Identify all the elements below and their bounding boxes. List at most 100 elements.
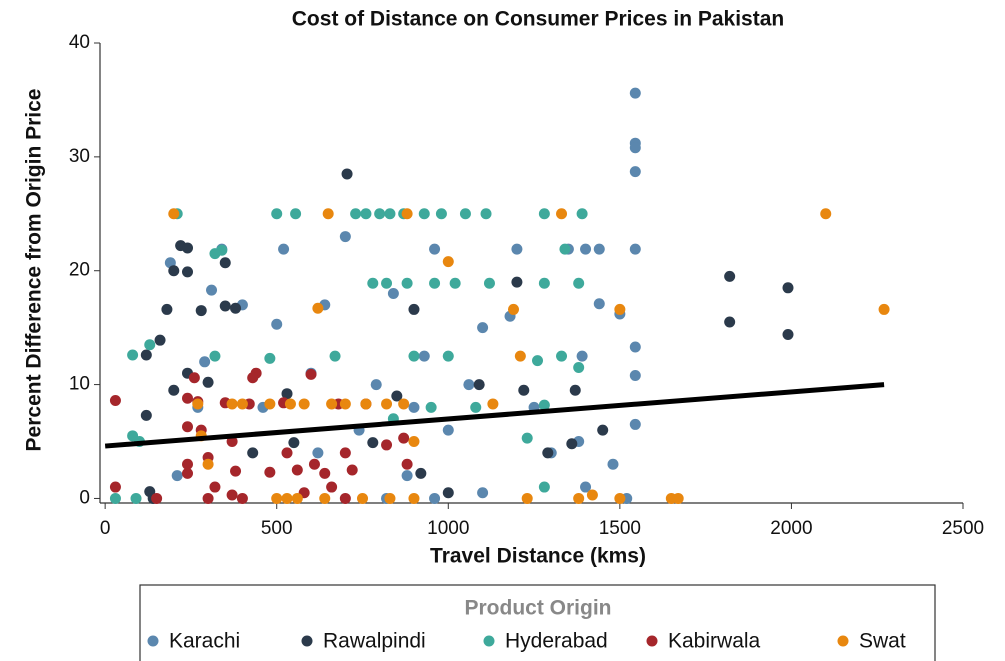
point xyxy=(226,489,238,501)
point xyxy=(586,489,598,501)
point xyxy=(538,399,550,411)
point xyxy=(127,349,139,361)
point xyxy=(367,277,379,289)
legend-marker xyxy=(646,635,658,647)
point xyxy=(206,284,218,296)
point xyxy=(384,492,396,504)
point xyxy=(140,409,152,421)
point xyxy=(326,481,338,493)
x-tick-label: 2000 xyxy=(770,518,812,539)
point xyxy=(415,467,427,479)
point xyxy=(614,492,626,504)
point xyxy=(329,350,341,362)
point xyxy=(281,492,293,504)
point xyxy=(322,208,334,220)
point xyxy=(629,166,641,178)
point xyxy=(573,362,585,374)
y-tick-label: 20 xyxy=(69,260,90,281)
point xyxy=(672,492,684,504)
point xyxy=(199,356,211,368)
point xyxy=(408,303,420,315)
point xyxy=(538,481,550,493)
point xyxy=(154,334,166,346)
point xyxy=(459,208,471,220)
chart-title: Cost of Distance on Consumer Prices in P… xyxy=(292,8,784,31)
point xyxy=(418,208,430,220)
point xyxy=(247,372,259,384)
point xyxy=(442,424,454,436)
legend-label: Swat xyxy=(859,630,906,653)
point xyxy=(480,208,492,220)
point xyxy=(281,447,293,459)
point xyxy=(339,231,351,243)
point xyxy=(542,447,554,459)
point xyxy=(487,398,499,410)
legend-marker xyxy=(301,635,313,647)
point xyxy=(188,372,200,384)
point xyxy=(284,398,296,410)
point xyxy=(576,208,588,220)
point xyxy=(182,392,194,404)
point xyxy=(442,350,454,362)
point xyxy=(271,318,283,330)
point xyxy=(521,432,533,444)
point xyxy=(514,350,526,362)
point xyxy=(374,208,386,220)
legend-label: Hyderabad xyxy=(505,630,608,653)
point xyxy=(192,398,204,410)
point xyxy=(341,168,353,180)
point xyxy=(357,492,369,504)
point xyxy=(538,277,550,289)
point xyxy=(782,282,794,294)
point xyxy=(724,270,736,282)
point xyxy=(391,390,403,402)
point xyxy=(477,487,489,499)
point xyxy=(305,368,317,380)
x-tick-label: 2500 xyxy=(942,518,984,539)
point xyxy=(593,243,605,255)
point xyxy=(573,277,585,289)
legend-label: Kabirwala xyxy=(668,630,761,653)
x-tick-label: 1500 xyxy=(599,518,641,539)
point xyxy=(298,398,310,410)
point xyxy=(532,355,544,367)
point xyxy=(435,208,447,220)
point xyxy=(425,401,437,413)
y-axis-label: Percent Difference from Origin Price xyxy=(23,89,46,452)
point xyxy=(247,447,259,459)
point xyxy=(429,243,441,255)
legend-marker xyxy=(147,635,159,647)
point xyxy=(593,298,605,310)
x-tick-label: 0 xyxy=(100,518,111,539)
point xyxy=(820,208,832,220)
point xyxy=(629,418,641,430)
point xyxy=(381,439,393,451)
legend-marker xyxy=(483,635,495,647)
point xyxy=(319,492,331,504)
y-tick-label: 0 xyxy=(79,487,90,508)
point xyxy=(381,398,393,410)
point xyxy=(384,208,396,220)
point xyxy=(202,458,214,470)
point xyxy=(202,492,214,504)
point xyxy=(130,492,142,504)
legend-box xyxy=(139,584,936,661)
point xyxy=(264,398,276,410)
point xyxy=(483,277,495,289)
point xyxy=(271,492,283,504)
point xyxy=(614,303,626,315)
point xyxy=(171,470,183,482)
point xyxy=(182,458,194,470)
point xyxy=(401,208,413,220)
point xyxy=(360,398,372,410)
point xyxy=(629,142,641,154)
point xyxy=(271,208,283,220)
point xyxy=(597,424,609,436)
point xyxy=(281,388,293,400)
point xyxy=(151,492,163,504)
legend-label: Rawalpindi xyxy=(323,630,426,653)
point xyxy=(408,436,420,448)
point xyxy=(580,243,592,255)
point xyxy=(168,384,180,396)
